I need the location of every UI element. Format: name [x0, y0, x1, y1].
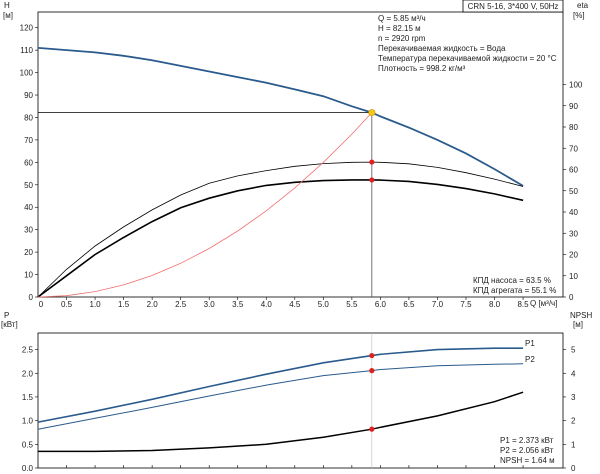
x-tick-label: 1.0 [90, 300, 102, 309]
info-line-density: Плотность = 998.2 кг/м³ [378, 64, 466, 73]
eff-unit-text: КПД агрегата = 55.1 % [473, 286, 556, 295]
y-left-tick-label: 110 [20, 46, 33, 55]
y-left-tick-label: 20 [24, 248, 33, 257]
y-right-tick-label: 80 [569, 123, 578, 132]
p-tick-label: 2.0 [22, 369, 34, 378]
x-tick-label: 0.5 [61, 300, 73, 309]
top-curves [37, 47, 524, 298]
npsh-tick-label: 1 [571, 440, 576, 449]
y-left-tick-label: 90 [24, 91, 33, 100]
operating-info: Q = 5.85 м³/ч H = 82.15 м n = 2920 rpm П… [378, 14, 557, 73]
y-left-tick-label: 70 [24, 136, 33, 145]
bottom-plot-frame [37, 332, 564, 469]
title-box [462, 0, 564, 13]
y-left-unit-top: [м] [3, 11, 13, 20]
x-tick-label: 6.5 [403, 300, 415, 309]
curve-p1 [37, 347, 524, 423]
x-tick-label: 6.0 [375, 300, 387, 309]
p-tick-label: 0.5 [22, 440, 34, 449]
series-label-p2: P2 [525, 355, 535, 364]
x-tick-label: 1.5 [118, 300, 130, 309]
info-line-temp: Температура перекачиваемой жидкости = 20… [378, 54, 557, 63]
curve-head [37, 47, 524, 187]
operating-point-p1 [369, 352, 375, 359]
info-line-h: H = 82.15 м [378, 24, 421, 33]
top-axes-ticks: 0.5 1.0 1.5 2.0 2.5 3.0 3.5 4.0 4.5 5.0 5.5 6.0 6.5 7… [20, 24, 583, 309]
y-right-unit-top: [%] [573, 11, 585, 20]
x-tick-label: 5.5 [346, 300, 358, 309]
x-tick-label: 8.5 [517, 300, 529, 309]
y-left-label-bottom: P [4, 311, 9, 320]
top-plot-frame [37, 11, 564, 298]
p-tick-label: 1.0 [22, 417, 34, 426]
chart-title: CRN 5-16, 3*400 V, 50Hz [468, 2, 559, 11]
npsh-tick-label: 3 [571, 393, 576, 402]
y-left-tick-label: 40 [24, 203, 33, 212]
eff-pump-text: КПД насоса = 63.5 % [473, 276, 551, 285]
npsh-tick-label: 0 [571, 464, 576, 473]
p-tick-label: 1.5 [22, 393, 34, 402]
npsh-tick-label: 2 [571, 417, 576, 426]
p-tick-label: 0.0 [22, 464, 34, 473]
y-left-tick-label: 100 [20, 69, 34, 78]
x-tick-label: 7.0 [432, 300, 444, 309]
y-left-tick-label: 0 [29, 293, 34, 302]
x-tick-label: 2.5 [175, 300, 187, 309]
y-right-tick-label: 40 [569, 208, 578, 217]
x-tick-label: 5.0 [318, 300, 330, 309]
y-right-tick-label: 30 [569, 229, 578, 238]
info-line-q: Q = 5.85 м³/ч [378, 14, 426, 23]
series-label-p1: P1 [525, 339, 535, 348]
info-line-liquid: Перекачиваемая жидкость = Вода [378, 44, 506, 53]
y-right-tick-label: 20 [569, 251, 578, 260]
y-left-tick-label: 10 [24, 271, 33, 280]
y-left-tick-label: 30 [24, 226, 33, 235]
y-right-tick-label: 10 [569, 272, 578, 281]
x-tick-label: 0 [39, 300, 44, 309]
y-right-tick-label: 0 [569, 293, 574, 302]
x-tick-label: 7.5 [460, 300, 472, 309]
curve-eta-pump [37, 161, 524, 298]
y-left-tick-label: 50 [24, 181, 33, 190]
y-left-label-top: H [4, 1, 10, 10]
operating-point-eta-pump [369, 159, 375, 165]
y-left-tick-label: 60 [24, 158, 33, 167]
value-p2-text: P2 = 2.056 кВт [500, 446, 554, 455]
y-right-label-bottom: NPSH [570, 311, 592, 320]
y-left-unit-bottom: [кВт] [1, 320, 18, 329]
x-tick-label: 8.0 [489, 300, 501, 309]
x-axis-label: Q [м³/ч] [530, 299, 557, 308]
y-right-tick-label: 70 [569, 144, 578, 153]
curve-p2 [37, 363, 524, 430]
operating-point-npsh [369, 426, 375, 432]
npsh-tick-label: 4 [571, 369, 576, 378]
npsh-tick-label: 5 [571, 346, 576, 355]
operating-point-eta-unit [369, 177, 375, 183]
bottom-axes-ticks: 0.0 0.5 1.0 1.5 2.0 2.5 0 1 2 3 4 5 [22, 346, 576, 473]
x-tick-label: 2.0 [147, 300, 159, 309]
curve-system [37, 112, 373, 298]
curve-npsh [38, 391, 524, 453]
x-tick-label: 3.5 [232, 300, 244, 309]
y-left-tick-label: 120 [20, 24, 34, 33]
x-tick-label: 3.0 [204, 300, 216, 309]
operating-point-p2 [369, 368, 375, 374]
value-p1-text: P1 = 2.373 кВт [500, 436, 554, 445]
y-left-tick-label: 80 [24, 113, 33, 122]
p-tick-label: 2.5 [22, 346, 34, 355]
value-npsh-text: NPSH = 1.64 м [500, 456, 555, 465]
y-right-tick-label: 50 [569, 187, 578, 196]
y-right-tick-label: 90 [569, 102, 578, 111]
curve-eta-unit [37, 179, 524, 298]
operating-point-head [368, 109, 376, 117]
y-right-tick-label: 60 [569, 166, 578, 175]
y-right-label-top: eta [577, 1, 589, 10]
y-right-tick-label: 100 [569, 81, 583, 90]
x-tick-label: 4.5 [289, 300, 301, 309]
x-tick-label: 4.0 [261, 300, 273, 309]
info-line-n: n = 2920 rpm [378, 34, 426, 43]
y-right-unit-bottom: [м] [573, 320, 583, 329]
bottom-curves: P1 P2 [37, 333, 535, 468]
